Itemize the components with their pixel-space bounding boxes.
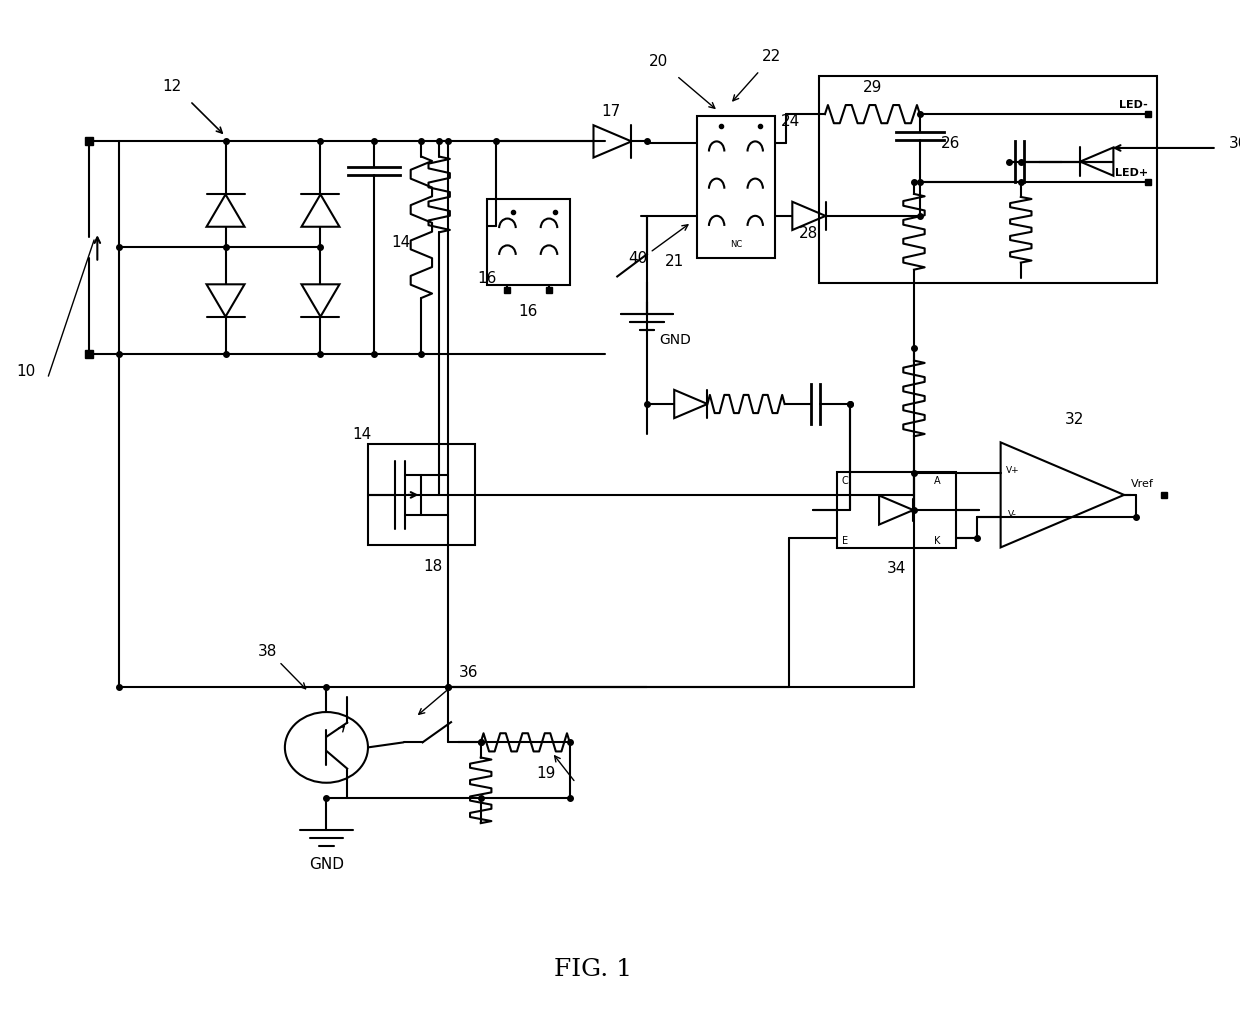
Text: E: E (842, 536, 848, 545)
Text: 40: 40 (629, 250, 647, 266)
Text: 18: 18 (424, 559, 443, 574)
Text: 10: 10 (16, 364, 36, 379)
Text: 26: 26 (941, 136, 961, 150)
Text: 14: 14 (392, 235, 410, 250)
Text: 34: 34 (887, 562, 906, 576)
Text: 19: 19 (537, 766, 556, 781)
Text: 12: 12 (162, 79, 182, 94)
Bar (697, 116, 775, 258)
Text: 16: 16 (518, 304, 538, 318)
Text: 22: 22 (761, 48, 781, 64)
Text: 36: 36 (459, 665, 479, 680)
Text: 24: 24 (780, 114, 800, 129)
Text: V+: V+ (1006, 466, 1019, 475)
Text: 30: 30 (1229, 136, 1240, 150)
Text: +: + (1017, 468, 1027, 481)
Text: 38: 38 (258, 644, 277, 660)
Bar (486, 199, 569, 285)
Bar (837, 472, 956, 547)
Text: LED+: LED+ (1115, 168, 1148, 178)
Text: A: A (934, 477, 941, 486)
Text: C: C (842, 477, 848, 486)
Text: 14: 14 (352, 427, 372, 442)
Text: 32: 32 (1064, 412, 1084, 427)
Bar (820, 76, 1157, 283)
Bar (368, 444, 475, 545)
Text: V-: V- (1008, 510, 1017, 519)
Text: K: K (934, 536, 940, 545)
Text: 29: 29 (863, 80, 882, 95)
Text: FIG. 1: FIG. 1 (554, 958, 632, 981)
Text: LED-: LED- (1118, 100, 1148, 110)
Text: 16: 16 (477, 271, 496, 286)
Text: 28: 28 (800, 226, 818, 241)
Text: GND: GND (658, 333, 691, 347)
Text: GND: GND (309, 856, 343, 872)
Text: 17: 17 (601, 104, 621, 119)
Text: Vref: Vref (1131, 479, 1154, 489)
Text: 21: 21 (665, 255, 684, 270)
Text: NC: NC (730, 240, 742, 249)
Text: 20: 20 (650, 54, 668, 69)
